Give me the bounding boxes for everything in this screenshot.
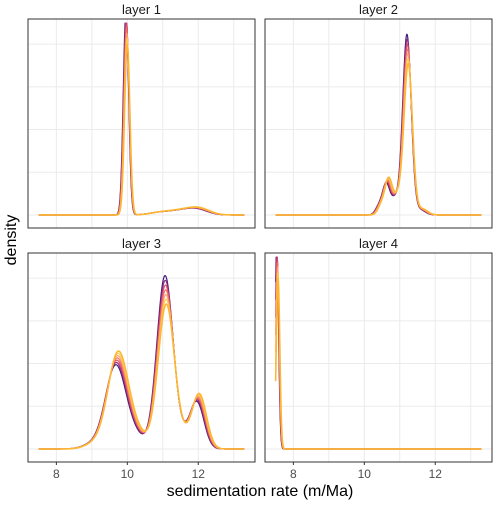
density-curve — [38, 43, 245, 216]
x-tick-label: 8 — [53, 467, 60, 481]
strip-label-layer-3: layer 3 — [122, 236, 161, 251]
strip-layer-3 — [28, 234, 255, 253]
density-curve — [275, 62, 482, 216]
strip-layer-2 — [265, 0, 492, 19]
x-tick-label: 10 — [121, 467, 135, 481]
x-tick-labels-right: 8 10 12 — [290, 462, 442, 481]
panel-frame-layer-2 — [264, 18, 493, 229]
x-tick-label: 12 — [192, 467, 206, 481]
density-curve — [38, 303, 245, 450]
panel-frame-layer-4 — [264, 252, 493, 463]
strip-label-layer-2: layer 2 — [359, 2, 398, 17]
plot-area-layer-4 — [265, 253, 492, 462]
panel-layer-2: layer 2 — [264, 0, 493, 229]
panel-layer-1: layer 1 — [27, 0, 256, 229]
panel-frame-layer-3 — [27, 252, 256, 463]
panel-frame-layer-1 — [27, 18, 256, 229]
strip-label-layer-1: layer 1 — [122, 2, 161, 17]
plot-background — [28, 19, 255, 228]
strip-layer-1 — [28, 0, 255, 19]
x-tick-label: 8 — [290, 467, 297, 481]
strip-layer-4 — [265, 234, 492, 253]
plot-background — [265, 253, 492, 462]
x-tick-label: 10 — [358, 467, 372, 481]
x-axis-title: sedimentation rate (m/Ma) — [167, 483, 354, 500]
y-axis-title: density — [3, 215, 20, 266]
density-curve — [274, 277, 482, 450]
plot-area-layer-1 — [28, 19, 255, 228]
plot-area-layer-2 — [265, 19, 492, 228]
x-tick-labels-left: 8 10 12 — [53, 462, 205, 481]
x-tick-label: 12 — [429, 467, 443, 481]
panel-layer-3: layer 3 — [27, 234, 256, 463]
plot-area-layer-3 — [28, 253, 255, 462]
panel-layer-4: layer 4 — [264, 234, 493, 463]
plot-background — [265, 19, 492, 228]
strip-label-layer-4: layer 4 — [359, 236, 398, 251]
